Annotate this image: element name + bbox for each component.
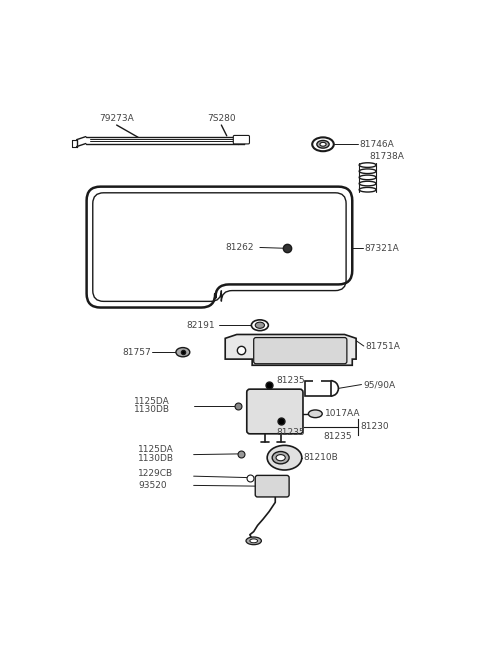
- Ellipse shape: [320, 143, 326, 147]
- Text: 81738A: 81738A: [369, 152, 404, 161]
- Text: 81746A: 81746A: [359, 140, 394, 148]
- Text: 7S280: 7S280: [207, 114, 236, 123]
- Ellipse shape: [250, 539, 258, 543]
- Text: 81751A: 81751A: [365, 342, 400, 351]
- Text: 87321A: 87321A: [365, 244, 399, 253]
- Text: 82191: 82191: [187, 321, 215, 330]
- Ellipse shape: [272, 451, 289, 464]
- FancyBboxPatch shape: [255, 476, 289, 497]
- Ellipse shape: [308, 410, 322, 418]
- Text: 1130DB: 1130DB: [138, 454, 174, 463]
- Ellipse shape: [176, 348, 190, 357]
- Ellipse shape: [312, 137, 334, 151]
- Text: 81235: 81235: [323, 432, 352, 441]
- FancyBboxPatch shape: [233, 135, 250, 144]
- FancyBboxPatch shape: [247, 389, 303, 434]
- Text: 1125DA: 1125DA: [134, 397, 170, 406]
- Text: 79273A: 79273A: [99, 114, 134, 123]
- FancyBboxPatch shape: [254, 338, 347, 364]
- Ellipse shape: [276, 455, 285, 461]
- Text: 1125DA: 1125DA: [138, 445, 174, 455]
- Text: 95/90A: 95/90A: [364, 380, 396, 389]
- Text: 1229CB: 1229CB: [138, 468, 173, 478]
- Ellipse shape: [252, 320, 268, 330]
- PathPatch shape: [225, 334, 356, 365]
- Text: 1130DB: 1130DB: [134, 405, 170, 415]
- Ellipse shape: [255, 322, 264, 328]
- Ellipse shape: [267, 445, 302, 470]
- Ellipse shape: [246, 537, 262, 545]
- Text: 81230: 81230: [360, 422, 389, 432]
- Text: 1017AA: 1017AA: [324, 409, 360, 419]
- Text: 81210B: 81210B: [304, 453, 338, 462]
- Text: 81235: 81235: [277, 376, 305, 385]
- Text: 93520: 93520: [138, 481, 167, 490]
- Text: 81757: 81757: [123, 348, 152, 357]
- Text: 81262: 81262: [225, 243, 254, 252]
- Text: 81235: 81235: [277, 428, 305, 437]
- Ellipse shape: [317, 141, 329, 148]
